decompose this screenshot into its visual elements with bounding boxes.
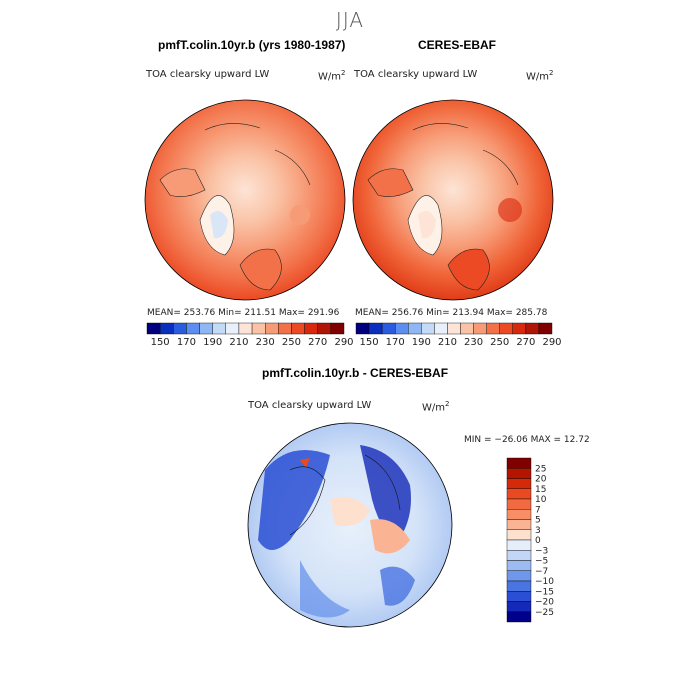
colorbar-swatch (199, 322, 213, 335)
colorbar-tick-label: 250 (282, 337, 301, 348)
colorbar-swatch (506, 488, 532, 500)
left-panel-title: pmfT.colin.10yr.b (yrs 1980-1987) (158, 38, 346, 52)
colorbar-swatch (408, 322, 422, 335)
colorbar-swatch (146, 322, 161, 335)
colorbar-swatch (506, 560, 532, 571)
colorbar-swatch (304, 322, 318, 335)
colorbar-tick-label: 150 (360, 337, 379, 348)
colorbar-swatch (368, 322, 383, 335)
colorbar-tick-label: 10 (535, 495, 547, 505)
colorbar-swatch (291, 322, 305, 335)
left-map (144, 99, 346, 301)
colorbar-tick-label: 230 (256, 337, 275, 348)
colorbar-swatch (506, 591, 532, 602)
colorbar-tick-label: 190 (412, 337, 431, 348)
colorbar-tick-label: 150 (151, 337, 170, 348)
colorbar-tick-label: 210 (229, 337, 248, 348)
colorbar-tick-label: 25 (535, 464, 546, 474)
right-variable-label: TOA clearsky upward LW (354, 69, 478, 80)
colorbar-swatch (506, 498, 532, 510)
colorbar-tick-label: 290 (334, 337, 353, 348)
colorbar-tick-label: 3 (535, 526, 541, 536)
colorbar-swatch (506, 468, 532, 479)
diff-units-label: W/m2 (422, 400, 450, 414)
right-stats: MEAN= 256.76 Min= 213.94 Max= 285.78 (355, 308, 548, 318)
colorbar-tick-label: 7 (535, 505, 541, 515)
season-title: JJA (335, 8, 365, 32)
colorbar-swatch (317, 322, 332, 335)
colorbar-tick-label: 190 (203, 337, 222, 348)
colorbar-swatch (506, 570, 532, 582)
colorbar-swatch (506, 519, 532, 530)
colorbar-swatch (506, 539, 532, 551)
colorbar-tick-label: 270 (516, 337, 535, 348)
colorbar-tick-label: 230 (464, 337, 483, 348)
colorbar-tick-label: −15 (535, 587, 554, 597)
left-colorbar: 150 170 190 210 230 250 270 290 (146, 322, 354, 348)
left-variable-label: TOA clearsky upward LW (146, 69, 270, 80)
colorbar-swatch (434, 322, 448, 335)
diff-variable-label: TOA clearsky upward LW (248, 400, 372, 411)
colorbar-swatch (251, 322, 266, 335)
colorbar-swatch (499, 322, 514, 335)
colorbar-swatch (525, 322, 540, 335)
diff-panel-title: pmfT.colin.10yr.b - CERES-EBAF (262, 366, 449, 380)
colorbar-tick-label: 250 (490, 337, 509, 348)
colorbar-swatch (506, 457, 532, 469)
colorbar-swatch (506, 529, 532, 541)
colorbar-swatch (506, 550, 532, 561)
colorbar-swatch (486, 322, 500, 335)
colorbar-swatch (225, 322, 240, 335)
colorbar-tick-label: 290 (542, 337, 561, 348)
diff-map (247, 422, 453, 628)
colorbar-swatch (395, 322, 409, 335)
colorbar-swatch (506, 478, 532, 489)
colorbar-swatch (473, 322, 487, 335)
colorbar-swatch (212, 322, 227, 335)
colorbar-tick-label: 15 (535, 485, 546, 495)
left-stats: MEAN= 253.76 Min= 211.51 Max= 291.96 (147, 308, 340, 318)
colorbar-tick-label: 210 (438, 337, 457, 348)
colorbar-swatch (330, 322, 345, 335)
colorbar-tick-label: 0 (535, 536, 541, 546)
colorbar-swatch (159, 322, 174, 335)
colorbar-swatch (506, 611, 532, 623)
colorbar-swatch (265, 322, 279, 335)
colorbar-tick-label: −25 (535, 608, 554, 618)
left-units-label: W/m2 (318, 69, 346, 83)
colorbar-swatch (173, 322, 187, 335)
colorbar-swatch (512, 322, 527, 335)
right-units-label: W/m2 (526, 69, 554, 83)
right-panel-title: CERES-EBAF (418, 38, 497, 52)
colorbar-swatch (506, 601, 532, 612)
colorbar-tick-label: 170 (177, 337, 196, 348)
colorbar-swatch (538, 322, 553, 335)
colorbar-swatch (447, 322, 461, 335)
colorbar-swatch (238, 322, 253, 335)
colorbar-tick-label: 170 (386, 337, 405, 348)
colorbar-tick-label: 20 (535, 475, 547, 485)
colorbar-swatch (381, 322, 396, 335)
colorbar-swatch (278, 322, 292, 335)
colorbar-swatch (460, 322, 474, 335)
colorbar-swatch (355, 322, 370, 335)
colorbar-tick-label: −20 (535, 598, 554, 608)
colorbar-swatch (186, 322, 200, 335)
colorbar-tick-label: −10 (535, 577, 554, 587)
colorbar-swatch (506, 509, 532, 520)
colorbar-swatch (506, 580, 532, 592)
diff-stats: MIN = −26.06 MAX = 12.72 (464, 435, 590, 445)
colorbar-tick-label: −3 (535, 546, 548, 556)
colorbar-tick-label: −5 (535, 557, 548, 567)
colorbar-tick-label: 270 (308, 337, 327, 348)
colorbar-swatch (421, 322, 435, 335)
colorbar-tick-label: 5 (535, 516, 541, 526)
right-map (352, 99, 554, 301)
right-colorbar: 150 170 190 210 230 250 270 290 (355, 322, 562, 348)
colorbar-tick-label: −7 (535, 567, 548, 577)
